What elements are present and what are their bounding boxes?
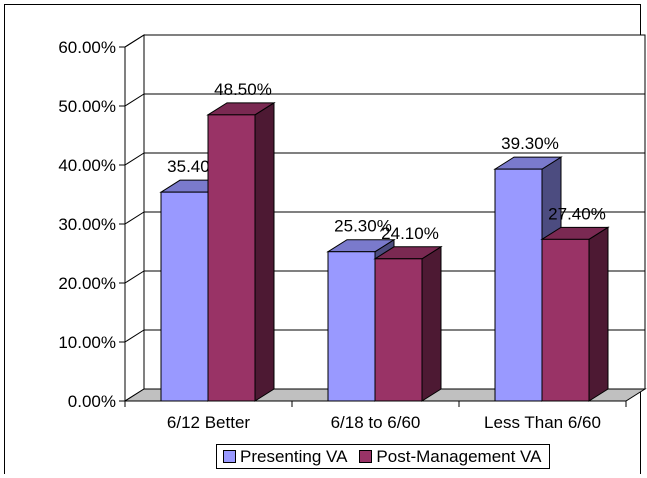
bar-side	[254, 101, 275, 402]
y-tick-label: 0.00%	[68, 392, 116, 411]
bar	[541, 238, 590, 402]
data-label: 25.30%	[334, 217, 392, 236]
legend-item-post-management: Post-Management VA	[359, 447, 541, 467]
bar-side	[421, 245, 442, 402]
gridline	[124, 34, 645, 48]
data-label: 39.30%	[501, 134, 559, 153]
y-tick-label: 20.00%	[58, 274, 116, 293]
gridline	[124, 329, 645, 343]
data-label: 48.50%	[214, 80, 272, 99]
x-tick-label: Less Than 6/60	[484, 413, 601, 432]
gridline	[124, 93, 645, 107]
data-label: 27.40%	[548, 204, 606, 223]
y-tick-label: 10.00%	[58, 333, 116, 352]
legend-swatch-presenting	[223, 450, 236, 463]
bar	[327, 251, 376, 402]
x-tick-label: 6/12 Better	[167, 413, 251, 432]
bar	[207, 114, 256, 402]
gridline	[124, 152, 645, 166]
gridline	[124, 270, 645, 284]
bar-side	[588, 226, 609, 402]
y-tick-label: 60.00%	[58, 38, 116, 57]
legend: Presenting VA Post-Management VA	[216, 444, 551, 469]
legend-label-post-management: Post-Management VA	[376, 446, 542, 466]
legend-swatch-post-management	[359, 450, 373, 463]
y-tick-label: 50.00%	[58, 97, 116, 116]
legend-item-presenting: Presenting VA	[223, 447, 347, 467]
bar	[374, 258, 423, 402]
y-tick-label: 30.00%	[58, 215, 116, 234]
gridline	[124, 211, 645, 225]
bar	[160, 191, 209, 402]
x-tick-label: 6/18 to 6/60	[331, 413, 421, 432]
legend-label-presenting: Presenting VA	[240, 446, 348, 466]
data-label: 24.10%	[381, 224, 439, 243]
bar	[494, 168, 543, 402]
y-tick-label: 40.00%	[58, 156, 116, 175]
